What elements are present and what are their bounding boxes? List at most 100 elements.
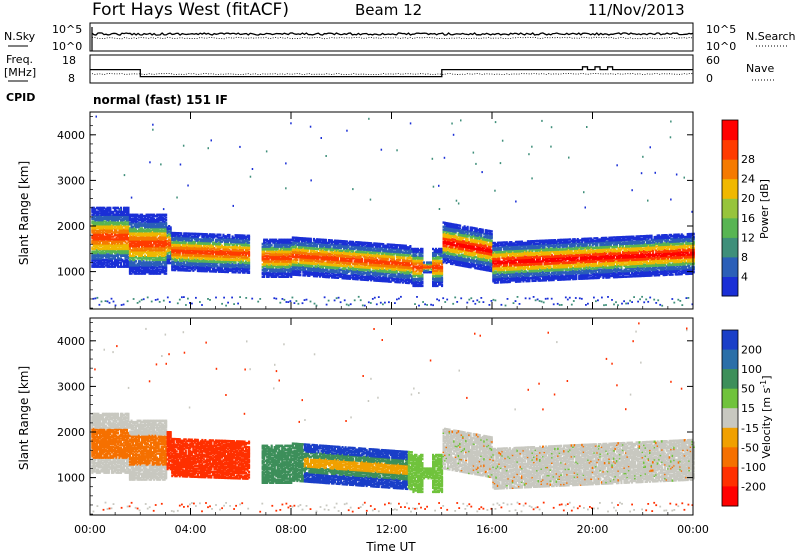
data-cell	[103, 223, 106, 226]
data-cell	[122, 212, 126, 215]
data-cell	[94, 251, 97, 255]
data-cell	[109, 228, 112, 231]
data-cell	[91, 254, 94, 257]
data-cell	[133, 266, 136, 270]
data-cell	[119, 231, 123, 234]
data-cell	[128, 269, 132, 273]
data-cell	[112, 221, 115, 225]
data-cell	[109, 239, 112, 242]
data-cell	[110, 251, 114, 255]
data-cell	[107, 208, 110, 211]
data-cell	[118, 210, 121, 214]
data-cell	[125, 206, 129, 210]
data-cell	[97, 265, 100, 268]
data-cell	[127, 230, 130, 233]
data-cell	[103, 258, 106, 262]
data-cell	[115, 251, 118, 255]
data-cell	[136, 243, 139, 247]
data-cell	[116, 220, 120, 223]
data-cell	[122, 238, 126, 241]
data-cell	[130, 264, 133, 267]
data-cell	[92, 265, 95, 268]
data-cell	[95, 210, 98, 214]
data-cell	[119, 245, 123, 248]
data-cell	[116, 231, 120, 234]
data-cell	[121, 228, 124, 231]
data-cell	[132, 228, 135, 231]
data-cell	[119, 242, 123, 245]
data-cell	[109, 262, 112, 266]
data-cell	[127, 253, 130, 256]
data-cell	[100, 213, 103, 216]
data-cell	[92, 209, 95, 212]
data-cell	[135, 265, 138, 268]
data-cell	[127, 250, 130, 253]
data-cell	[101, 258, 104, 262]
data-cell	[119, 251, 123, 255]
data-cell	[109, 265, 112, 268]
data-cell	[110, 214, 114, 218]
data-cell	[100, 247, 103, 251]
data-cell	[116, 235, 120, 238]
data-cell	[94, 209, 97, 212]
data-cell	[97, 246, 100, 249]
data-cell	[101, 249, 104, 252]
data-cell	[101, 212, 104, 215]
data-cell	[128, 228, 132, 231]
data-cell	[91, 253, 94, 256]
data-cell	[101, 254, 104, 257]
data-cell	[110, 243, 114, 247]
data-cell	[101, 262, 104, 266]
data-cell	[94, 264, 97, 267]
data-cell	[132, 230, 135, 233]
data-cell	[101, 216, 104, 219]
data-cell	[104, 256, 107, 259]
data-cell	[106, 227, 109, 230]
data-cell	[98, 260, 101, 263]
data-cell	[133, 245, 136, 248]
data-cell	[110, 253, 114, 256]
data-cell	[130, 220, 133, 223]
data-cell	[101, 208, 104, 211]
data-cell	[135, 231, 138, 234]
data-cell	[122, 247, 126, 251]
data-cell	[98, 243, 101, 247]
data-cell	[92, 251, 95, 255]
data-cell	[130, 266, 133, 270]
data-cell	[113, 265, 117, 268]
data-cell	[121, 239, 124, 242]
data-cell	[119, 239, 123, 242]
data-cell	[92, 228, 95, 231]
data-cell	[106, 256, 109, 259]
data-cell	[107, 245, 110, 248]
freq-unit-label: [MHz]	[4, 66, 36, 79]
data-cell	[101, 251, 104, 255]
data-cell	[113, 242, 117, 245]
data-cell	[124, 247, 127, 251]
data-cell	[107, 230, 110, 233]
data-cell	[109, 209, 112, 212]
data-cell	[122, 209, 126, 212]
data-cell	[127, 260, 130, 263]
data-cell	[94, 246, 97, 249]
data-cell	[94, 227, 97, 230]
data-cell	[138, 269, 141, 273]
data-cell	[124, 227, 127, 230]
data-cell	[106, 247, 109, 251]
data-cell	[116, 240, 120, 244]
data-cell	[92, 247, 95, 251]
data-cell	[100, 243, 103, 247]
data-cell	[116, 219, 120, 222]
data-cell	[97, 225, 100, 229]
data-cell	[121, 260, 124, 263]
data-cell	[97, 247, 100, 251]
data-cell	[132, 261, 135, 264]
data-cell	[122, 208, 126, 211]
data-cell	[101, 243, 104, 247]
data-cell	[136, 257, 139, 260]
data-cell	[128, 266, 132, 270]
data-cell	[100, 221, 103, 225]
data-cell	[100, 217, 103, 221]
data-cell	[228, 233, 231, 237]
data-cell	[118, 236, 121, 240]
